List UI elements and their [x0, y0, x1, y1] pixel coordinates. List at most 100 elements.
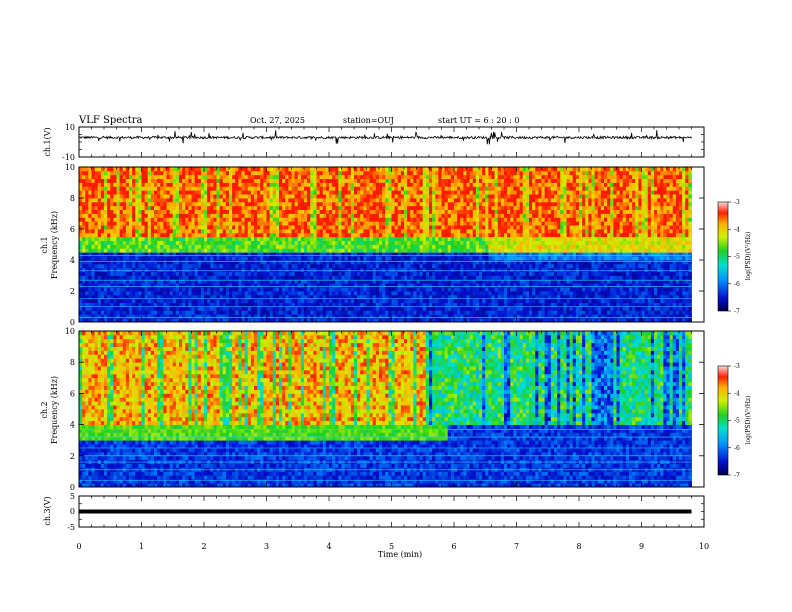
- spectrogram-cell: [94, 186, 99, 191]
- spectrogram-cell: [454, 232, 458, 238]
- spectrogram-cell: [432, 240, 436, 245]
- spectrogram-cell: [141, 170, 146, 176]
- spectrogram-cell: [457, 271, 461, 276]
- spectrogram-cell: [222, 229, 227, 234]
- spectrogram-cell: [463, 190, 467, 195]
- spectrogram-cell: [169, 190, 174, 195]
- spectrogram-cell: [85, 318, 89, 323]
- spectrogram-cell: [294, 213, 299, 218]
- spectrogram-cell: [225, 205, 230, 211]
- spectrogram-cell: [291, 240, 296, 245]
- spectrogram-cell: [410, 318, 414, 323]
- spectrogram-cell: [319, 306, 324, 311]
- spectrogram-cell: [319, 198, 324, 203]
- spectrogram-cell: [382, 314, 386, 319]
- spectrogram-cell: [229, 244, 233, 249]
- spectrogram-cell: [360, 291, 364, 296]
- spectrogram-cell: [363, 217, 367, 222]
- spectrogram-cell: [388, 174, 392, 180]
- spectrogram-cell: [291, 294, 296, 300]
- spectrogram-cell: [322, 178, 327, 183]
- spectrogram-cell: [132, 229, 136, 234]
- spectrogram-cell: [266, 205, 271, 211]
- spectrogram-cell: [385, 229, 389, 234]
- spectrogram-cell: [369, 201, 374, 207]
- spectrogram-cell: [235, 248, 239, 253]
- spectrogram-cell: [375, 310, 380, 315]
- spectrogram-cell: [325, 209, 330, 214]
- spectrogram-cell: [104, 213, 108, 218]
- spectrogram-cell: [432, 291, 436, 296]
- spectrogram-cell: [207, 225, 211, 230]
- spectrogram-cell: [79, 306, 83, 311]
- spectrogram-cell: [135, 306, 139, 311]
- spectrogram-cell: [300, 217, 305, 222]
- spectrogram-cell: [119, 213, 124, 218]
- spectrogram-cell: [216, 221, 221, 226]
- spectrogram-cell: [332, 190, 336, 195]
- spectrogram-cell: [185, 170, 189, 176]
- spectrogram-cell: [260, 244, 264, 249]
- spectrogram-cell: [150, 170, 155, 176]
- spectrogram-cell: [79, 167, 83, 172]
- spectrogram-cell: [322, 194, 327, 199]
- spectrogram-cell: [216, 232, 221, 238]
- spectrogram-cell: [200, 236, 205, 242]
- spectrogram-cell: [332, 236, 336, 242]
- spectrogram-cell: [157, 174, 161, 180]
- spectrogram-cell: [94, 209, 99, 214]
- spectrogram-cell: [179, 314, 183, 319]
- spectrogram-cell: [166, 291, 171, 296]
- spectrogram-cell: [316, 217, 321, 222]
- spectrogram-cell: [338, 182, 342, 187]
- spectrogram-cell: [207, 244, 211, 249]
- spectrogram-cell: [407, 267, 411, 273]
- spectrogram-cell: [141, 279, 146, 284]
- spectrogram-cell: [82, 294, 86, 300]
- spectrogram-cell: [219, 194, 224, 199]
- spectrogram-cell: [297, 201, 302, 207]
- spectrogram-cell: [375, 256, 380, 261]
- spectrogram-cell: [213, 240, 217, 245]
- spectrogram-cell: [416, 229, 421, 234]
- spectrogram-cell: [357, 167, 361, 172]
- spectrogram-cell: [438, 174, 442, 180]
- spectrogram-cell: [94, 248, 99, 253]
- spectrogram-cell: [410, 232, 414, 238]
- spectrogram-cell: [235, 174, 239, 180]
- spectrogram-cell: [213, 310, 217, 315]
- spectrogram-cell: [435, 190, 439, 195]
- spectrogram-cell: [172, 283, 177, 288]
- spectrogram-cell: [450, 194, 455, 199]
- spectrogram-cell: [182, 182, 186, 187]
- spectrogram-cell: [147, 190, 152, 195]
- spectrogram-cell: [88, 201, 92, 207]
- spectrogram-cell: [166, 275, 171, 280]
- spectrogram-cell: [144, 287, 149, 292]
- spectrogram-cell: [422, 174, 427, 180]
- spectrogram-cell: [241, 205, 246, 211]
- spectrogram-cell: [450, 186, 455, 191]
- spectrogram-cell: [219, 232, 224, 238]
- spectrogram-cell: [179, 225, 183, 230]
- spectrogram-cell: [457, 229, 461, 234]
- spectrogram-cell: [154, 260, 158, 265]
- spectrogram-cell: [447, 205, 452, 211]
- spectrogram-cell: [357, 302, 361, 307]
- spectrogram-cell: [325, 298, 330, 304]
- spectrogram-cell: [191, 186, 196, 191]
- spectrogram-cell: [129, 287, 133, 292]
- spectrogram-cell: [310, 229, 314, 234]
- spectrogram-cell: [363, 287, 367, 292]
- spectrogram-cell: [107, 252, 111, 257]
- spectrogram-cell: [129, 306, 133, 311]
- spectrogram-cell: [338, 170, 342, 176]
- spectrogram-cell: [379, 314, 383, 319]
- spectrogram-cell: [222, 256, 227, 261]
- spectrogram-cell: [141, 174, 146, 180]
- spectrogram-cell: [338, 217, 342, 222]
- spectrogram-cell: [113, 186, 117, 191]
- spectrogram-cell: [332, 174, 336, 180]
- spectrogram-cell: [435, 198, 439, 203]
- spectrogram-cell: [454, 205, 458, 211]
